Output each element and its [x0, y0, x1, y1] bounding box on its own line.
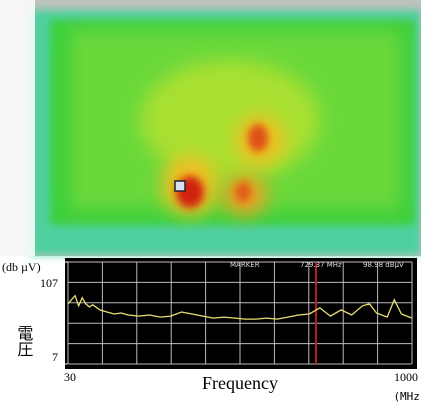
grid	[67, 261, 413, 365]
marker-label: MARKER	[230, 261, 260, 269]
y-title: 電圧	[14, 325, 33, 357]
marker-frequency: 729.37 MHz	[300, 261, 342, 269]
y-tick-label: 7	[52, 350, 58, 364]
spectrum-trace	[67, 294, 413, 320]
x-title: Frequency	[202, 373, 278, 393]
x-tick-label: 1000	[394, 370, 418, 384]
marker-level: 98.98 dBµV	[363, 261, 404, 269]
x-unit: (MHz)	[393, 390, 421, 403]
heatmap	[0, 0, 421, 256]
x-tick-label: 30	[64, 370, 76, 384]
y-tick-label: 107	[40, 276, 58, 290]
y-unit: (db µV)	[2, 260, 41, 274]
